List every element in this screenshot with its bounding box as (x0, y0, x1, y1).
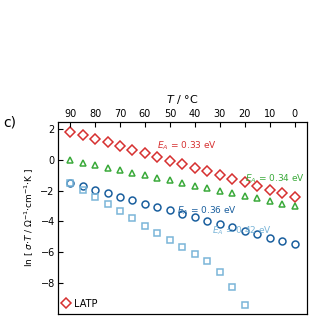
Text: $E_A$ = 0.34 eV: $E_A$ = 0.34 eV (245, 172, 305, 185)
Y-axis label: ln [ $\sigma{\cdot}T$ / $\Omega^{-1}{\cdot}$cm$^{-1}{\cdot}$K ]: ln [ $\sigma{\cdot}T$ / $\Omega^{-1}{\cd… (23, 168, 36, 267)
Text: $E_A$ = 0.36 eV: $E_A$ = 0.36 eV (177, 205, 237, 217)
Text: $E_A$ = 0.33 eV: $E_A$ = 0.33 eV (157, 140, 218, 152)
Text: c): c) (3, 115, 16, 129)
Legend: LATP: LATP (62, 299, 98, 309)
X-axis label: $T$ / °C: $T$ / °C (166, 93, 199, 106)
Text: $E_A$ = 0.42 eV: $E_A$ = 0.42 eV (212, 225, 272, 237)
